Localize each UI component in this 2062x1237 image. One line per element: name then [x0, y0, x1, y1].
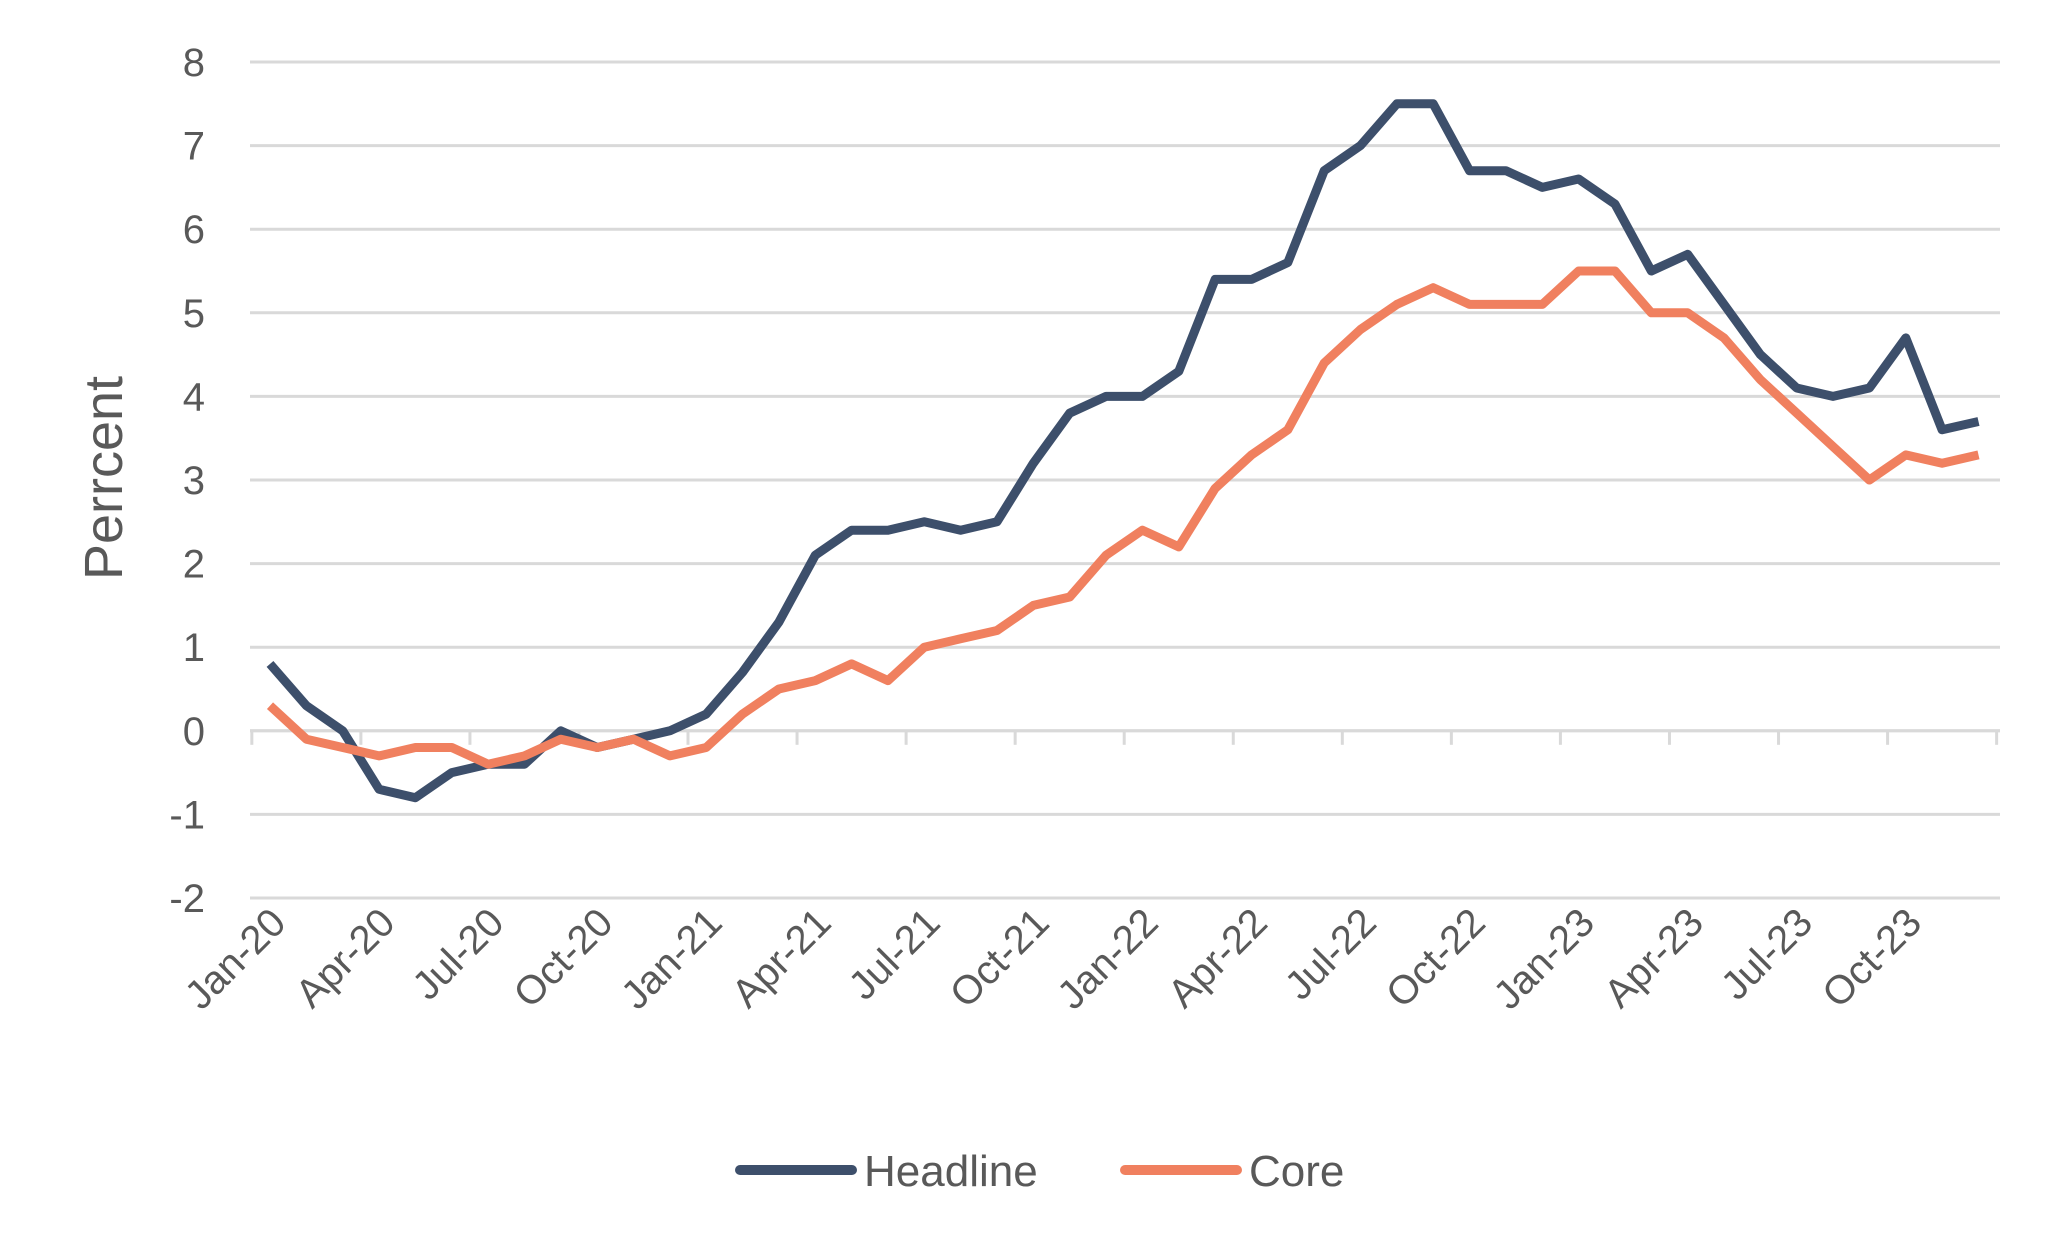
- x-tick-label: Jul-21: [841, 900, 949, 1008]
- y-tick-labels: -2 -1 0 1 2 3 4 5 6 7 8: [169, 41, 205, 921]
- x-tick-label: Oct-20: [506, 900, 622, 1016]
- legend-item-headline: Headline: [735, 1147, 1038, 1196]
- legend: Headline Core: [735, 1147, 1344, 1196]
- x-tick-label: Jul-20: [404, 900, 512, 1008]
- x-tick-label: Apr-23: [1596, 900, 1712, 1016]
- y-tick-label: 6: [183, 208, 205, 252]
- x-axis: [250, 729, 2000, 745]
- gridlines: [250, 60, 2000, 900]
- x-tick-label: Jul-23: [1713, 900, 1821, 1008]
- y-tick-label: 2: [183, 543, 205, 587]
- legend-item-core: Core: [1120, 1147, 1344, 1196]
- series-line-core: [266, 266, 1980, 769]
- y-axis-title: Perrcent: [74, 376, 134, 580]
- x-tick-label: Apr-21: [724, 900, 840, 1016]
- x-tick-label: Apr-22: [1160, 900, 1276, 1016]
- y-tick-label: 5: [183, 292, 205, 336]
- y-tick-label: 0: [183, 710, 205, 754]
- x-tick-label: Jan-22: [1049, 900, 1167, 1018]
- y-tick-label: 4: [183, 375, 205, 419]
- series-line-headline: [266, 99, 1980, 803]
- x-tick-label: Oct-23: [1814, 900, 1930, 1016]
- y-tick-label: 3: [183, 459, 205, 503]
- legend-label: Core: [1249, 1147, 1344, 1196]
- x-tick-label: Oct-21: [942, 900, 1058, 1016]
- y-tick-label: -2: [169, 877, 205, 921]
- y-tick-label: 1: [183, 626, 205, 670]
- x-tick-label: Apr-20: [287, 900, 403, 1016]
- legend-label: Headline: [864, 1147, 1038, 1196]
- y-tick-label: 8: [183, 41, 205, 85]
- y-tick-label: 7: [183, 125, 205, 169]
- x-tick-label: Jan-23: [1485, 900, 1603, 1018]
- y-tick-label: -1: [169, 793, 205, 837]
- x-tick-label: Jul-22: [1277, 900, 1385, 1008]
- x-tick-label: Jan-21: [613, 900, 731, 1018]
- x-tick-label: Oct-22: [1378, 900, 1494, 1016]
- series-lines: [266, 99, 1980, 803]
